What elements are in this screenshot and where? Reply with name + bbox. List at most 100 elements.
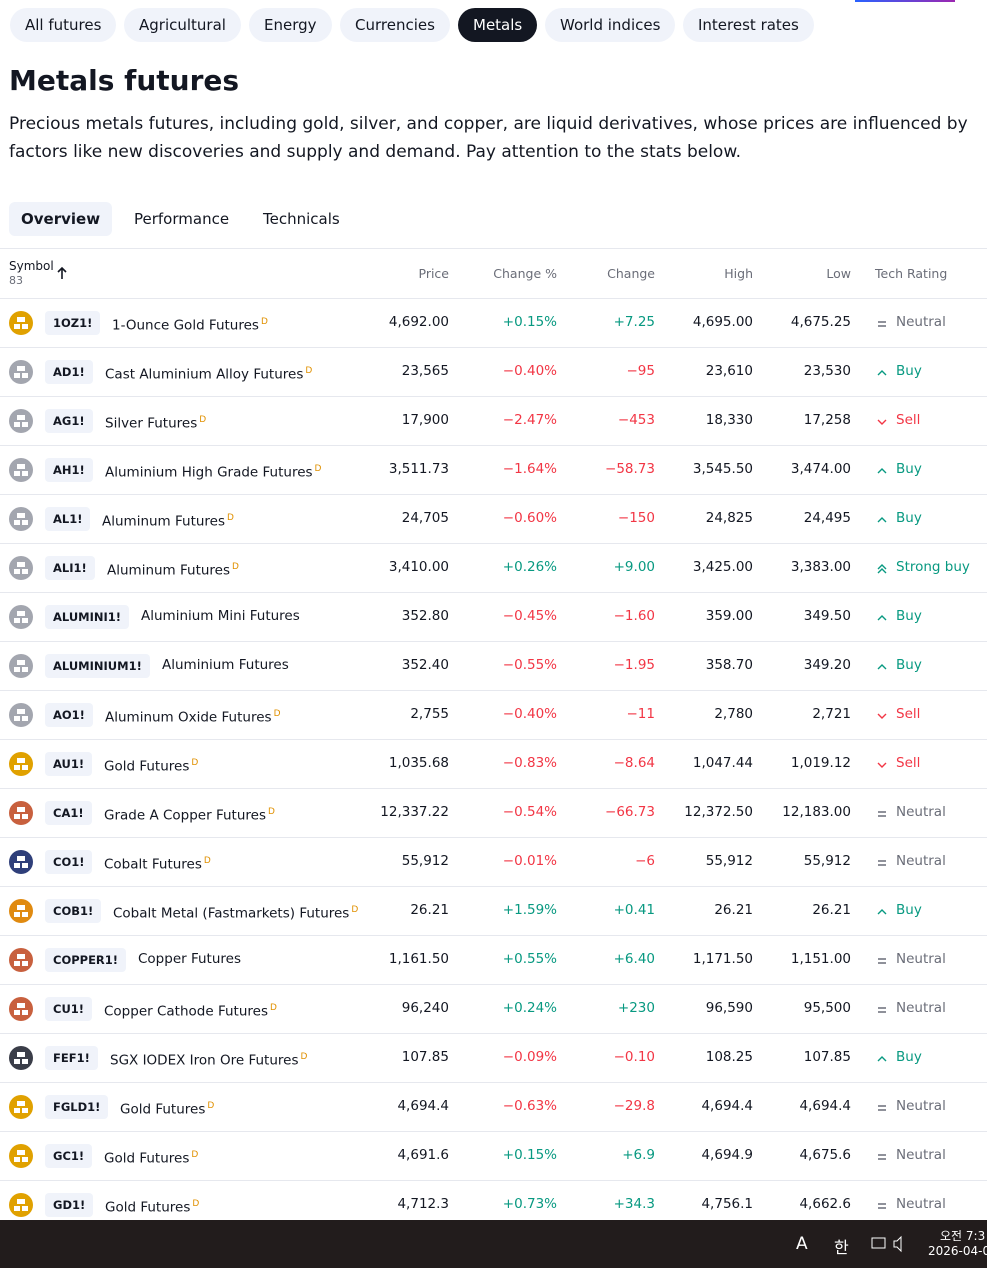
accent-bar <box>855 0 955 2</box>
table-row[interactable]: ALI1! Aluminum Futures D 3,410.00 +0.26% +9.0… <box>0 543 987 593</box>
category-tab[interactable]: World indices <box>545 8 676 42</box>
column-header[interactable]: Change <box>607 266 655 281</box>
cell-value: 24,825 <box>705 510 753 526</box>
category-tab[interactable]: All futures <box>10 8 117 42</box>
symbol-badge[interactable]: GC1! <box>45 1144 93 1168</box>
table-row[interactable]: FGLD1! Gold Futures D 4,694.4 −0.63% −29.8 4,6… <box>0 1082 987 1132</box>
instrument-name[interactable]: Cast Aluminium Alloy Futures D <box>105 366 313 383</box>
cell-value: 1,171.50 <box>692 951 753 967</box>
symbol-badge[interactable]: AL1! <box>45 507 91 531</box>
symbol-header[interactable]: Symbol <box>9 259 54 273</box>
symbol-badge[interactable]: AO1! <box>45 703 93 727</box>
instrument-name[interactable]: Cobalt Metal (Fastmarkets) Futures D <box>113 905 359 922</box>
cell-value: 23,530 <box>803 363 851 379</box>
symbol-badge[interactable]: GD1! <box>45 1193 94 1217</box>
column-header[interactable]: Change % <box>493 266 557 281</box>
cell-value: 12,183.00 <box>782 804 851 820</box>
cell-value: 108.25 <box>705 1049 753 1065</box>
cell-value: −6 <box>635 853 655 869</box>
ime-indicator[interactable]: 한 <box>834 1238 849 1257</box>
instrument-name[interactable]: Gold Futures D <box>104 758 199 775</box>
tray-icons[interactable] <box>870 1235 910 1253</box>
table-row[interactable]: AO1! Aluminum Oxide Futures D 2,755 −0.40% −1… <box>0 690 987 740</box>
table-row[interactable]: ALUMINI1! Aluminium Mini Futures 352.80 −0.… <box>0 592 987 642</box>
symbol-badge[interactable]: COPPER1! <box>45 948 127 972</box>
taskbar: A 한 오전 7:3 2026-04-07 <box>0 1220 987 1268</box>
table-row[interactable]: COPPER1! Copper Futures 1,161.50 +0.55% +6.4… <box>0 935 987 985</box>
instrument-name[interactable]: 1-Ounce Gold Futures D <box>112 317 268 334</box>
symbol-badge[interactable]: ALI1! <box>45 556 95 580</box>
instrument-name[interactable]: Aluminium High Grade Futures D <box>105 464 322 481</box>
instrument-name[interactable]: Gold Futures D <box>104 1150 199 1167</box>
tech-rating: Strong buy <box>896 559 970 575</box>
symbol-badge[interactable]: ALUMINIUM1! <box>45 654 150 678</box>
instrument-name[interactable]: Copper Cathode Futures D <box>104 1003 277 1020</box>
rating-icon <box>875 1051 889 1065</box>
instrument-name[interactable]: Silver Futures D <box>105 415 207 432</box>
table-row[interactable]: FEF1! SGX IODEX Iron Ore Futures D 107.85 −0… <box>0 1033 987 1083</box>
category-tab[interactable]: Agricultural <box>124 8 241 42</box>
table-row[interactable]: 1OZ1! 1-Ounce Gold Futures D 4,692.00 +0.15%… <box>0 298 987 348</box>
table-row[interactable]: CU1! Copper Cathode Futures D 96,240 +0.24% +… <box>0 984 987 1034</box>
table-row[interactable]: AG1! Silver Futures D 17,900 −2.47% −453 18,33… <box>0 396 987 446</box>
cell-value: 4,694.9 <box>701 1147 753 1163</box>
category-tab[interactable]: Currencies <box>340 8 450 42</box>
symbol-badge[interactable]: FGLD1! <box>45 1095 109 1119</box>
clock-date[interactable]: 2026-04-07 <box>928 1244 987 1258</box>
cell-value: 26.21 <box>714 902 753 918</box>
view-tab[interactable]: Overview <box>9 202 113 236</box>
tech-rating: Neutral <box>896 1098 946 1114</box>
input-indicator[interactable]: A <box>796 1234 808 1254</box>
description: Precious metals futures, including gold,… <box>9 114 968 162</box>
instrument-name[interactable]: Gold Futures D <box>120 1101 215 1118</box>
symbol-icon <box>9 801 33 825</box>
table-row[interactable]: GC1! Gold Futures D 4,691.6 +0.15% +6.9 4,694.… <box>0 1131 987 1181</box>
tech-rating: Buy <box>896 902 922 918</box>
view-tab[interactable]: Technicals <box>263 210 340 228</box>
table-row[interactable]: AH1! Aluminium High Grade Futures D 3,511.7… <box>0 445 987 495</box>
instrument-name[interactable]: Cobalt Futures D <box>104 856 211 873</box>
column-header[interactable]: Low <box>826 266 851 281</box>
instrument-name[interactable]: Aluminium Futures <box>162 657 289 673</box>
instrument-name[interactable]: SGX IODEX Iron Ore Futures D <box>110 1052 308 1069</box>
cell-value: 4,662.6 <box>799 1196 851 1212</box>
category-tab[interactable]: Interest rates <box>683 8 814 42</box>
symbol-badge[interactable]: CO1! <box>45 850 93 874</box>
category-tab[interactable]: Energy <box>249 8 332 42</box>
view-tab[interactable]: Performance <box>134 210 230 228</box>
symbol-badge[interactable]: 1OZ1! <box>45 311 101 335</box>
symbol-badge[interactable]: CA1! <box>45 801 92 825</box>
symbol-badge[interactable]: FEF1! <box>45 1046 98 1070</box>
cell-value: 4,694.4 <box>701 1098 753 1114</box>
category-tab[interactable]: Metals <box>458 8 538 42</box>
instrument-name[interactable]: Copper Futures <box>138 951 241 967</box>
table-row[interactable]: GD1! Gold Futures D 4,712.3 +0.73% +34.3 4,756… <box>0 1180 987 1220</box>
symbol-badge[interactable]: AH1! <box>45 458 93 482</box>
table-row[interactable]: AU1! Gold Futures D 1,035.68 −0.83% −8.64 1,04… <box>0 739 987 789</box>
table-row[interactable]: AL1! Aluminum Futures D 24,705 −0.60% −150 24,… <box>0 494 987 544</box>
table-row[interactable]: ALUMINIUM1! Aluminium Futures 352.40 −0.55%… <box>0 641 987 691</box>
instrument-name[interactable]: Gold Futures D <box>105 1199 200 1216</box>
symbol-badge[interactable]: AD1! <box>45 360 93 384</box>
symbol-badge[interactable]: CU1! <box>45 997 93 1021</box>
sort-arrow[interactable] <box>56 266 68 280</box>
symbol-badge[interactable]: AG1! <box>45 409 93 433</box>
column-header[interactable]: Tech Rating <box>875 266 948 281</box>
tech-rating: Buy <box>896 608 922 624</box>
column-header[interactable]: Price <box>418 266 450 281</box>
table-row[interactable]: COB1! Cobalt Metal (Fastmarkets) Futures D… <box>0 886 987 936</box>
instrument-name[interactable]: Aluminium Mini Futures <box>141 608 300 624</box>
table-row[interactable]: CA1! Grade A Copper Futures D 12,337.22 −0.5… <box>0 788 987 838</box>
instrument-name[interactable]: Aluminum Futures D <box>107 562 239 579</box>
instrument-name[interactable]: Aluminum Futures D <box>102 513 234 530</box>
symbol-badge[interactable]: COB1! <box>45 899 102 923</box>
table-row[interactable]: CO1! Cobalt Futures D 55,912 −0.01% −6 55,912 5… <box>0 837 987 887</box>
symbol-badge[interactable]: AU1! <box>45 752 93 776</box>
instrument-name[interactable]: Aluminum Oxide Futures D <box>105 709 281 726</box>
table-row[interactable]: AD1! Cast Aluminium Alloy Futures D 23,565 −… <box>0 347 987 397</box>
symbol-badge[interactable]: ALUMINI1! <box>45 605 130 629</box>
clock-time[interactable]: 오전 7:3 <box>940 1229 986 1243</box>
cell-value: 17,258 <box>803 412 851 428</box>
instrument-name[interactable]: Grade A Copper Futures D <box>104 807 275 824</box>
column-header[interactable]: High <box>724 266 753 281</box>
